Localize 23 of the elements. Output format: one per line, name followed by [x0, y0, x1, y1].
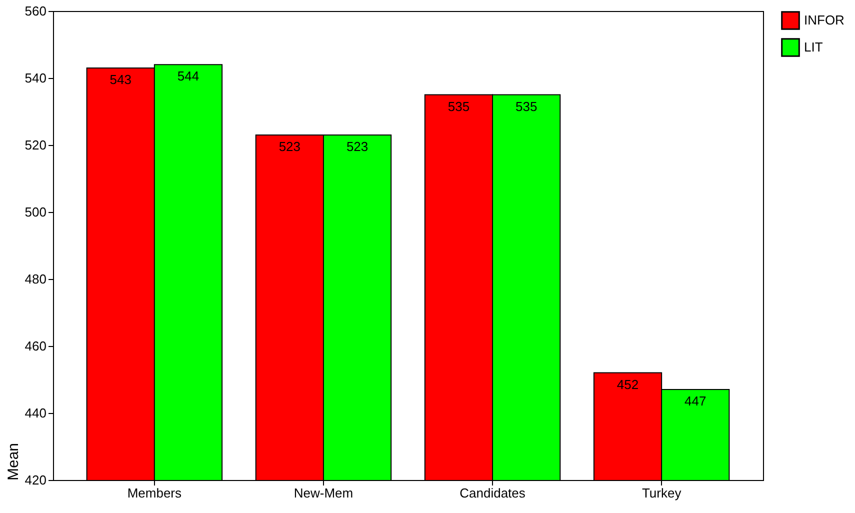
y-tick-label: 520 — [24, 138, 46, 152]
data-label: 523 — [346, 138, 368, 154]
y-tick-label: 420 — [24, 472, 46, 488]
y-tick-label: 460 — [24, 338, 46, 354]
legend-label: LIT — [804, 40, 823, 54]
data-label: 452 — [616, 376, 639, 392]
y-tick-label: 500 — [24, 204, 46, 220]
y-tick-label: 440 — [24, 406, 46, 420]
y-axis-title: Mean — [4, 442, 22, 480]
data-label: 535 — [448, 98, 470, 114]
data-label: 544 — [177, 68, 200, 84]
y-tick-label: 480 — [24, 272, 46, 286]
data-label: 535 — [515, 98, 538, 114]
x-tick-label: New-Mem — [294, 486, 354, 500]
x-tick-label: Candidates — [460, 486, 526, 500]
data-label: 543 — [110, 72, 132, 87]
legend-label: INFOR — [804, 12, 844, 28]
y-tick-label: 540 — [24, 70, 46, 86]
data-label: 447 — [684, 394, 706, 409]
x-tick-label: Members — [127, 486, 182, 500]
x-tick-label: Turkey — [642, 486, 682, 500]
y-tick-label: 560 — [24, 4, 46, 18]
data-label: 523 — [278, 138, 301, 154]
